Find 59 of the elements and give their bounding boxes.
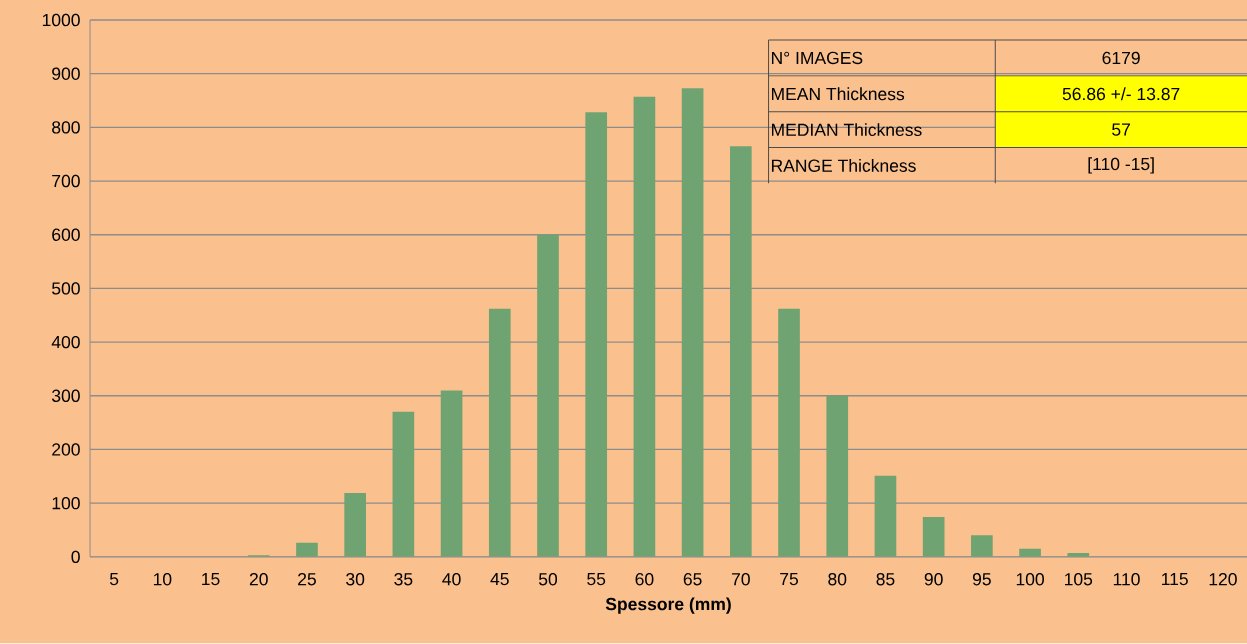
bar — [874, 476, 897, 558]
x-tick-label: 50 — [538, 573, 558, 586]
bar — [440, 390, 463, 558]
annotation: 57 — [1112, 123, 1130, 136]
x-tick-label: 45 — [490, 573, 509, 586]
bar — [488, 309, 511, 558]
x-tick-label: 120 — [1209, 573, 1237, 586]
x-tick-label: 35 — [394, 573, 413, 586]
x-axis-title: Spessore (mm) — [605, 597, 731, 614]
x-tick-label: 20 — [249, 573, 268, 586]
x-tick-label: 10 — [153, 573, 172, 586]
bar — [971, 535, 993, 558]
y-tick-label: 100 — [52, 497, 80, 510]
y-tick-label: 700 — [52, 175, 80, 188]
x-tick-label: 40 — [442, 573, 461, 586]
y-tick-label: 400 — [51, 336, 80, 349]
x-tick-label: 115 — [1162, 573, 1188, 586]
bar — [296, 543, 318, 558]
x-tick-label: 95 — [972, 573, 991, 586]
bar — [681, 88, 704, 558]
annotation: 56.86 +/- 13.87 — [1062, 87, 1180, 101]
x-tick-label: 85 — [876, 573, 895, 586]
bar — [633, 97, 656, 558]
x-tick-label: 60 — [635, 573, 654, 586]
bar — [585, 112, 608, 558]
bar — [392, 412, 415, 558]
annotation: MEDIAN Thickness — [771, 123, 922, 137]
bar — [922, 517, 945, 558]
x-tick-label: 30 — [346, 573, 365, 586]
x-tick-label: 15 — [202, 573, 220, 586]
x-tick-label: 5 — [109, 573, 119, 586]
x-tick-label: 65 — [683, 573, 702, 586]
y-tick-label: 1000 — [42, 14, 80, 27]
x-tick-label: 80 — [828, 573, 847, 586]
y-tick-label: 0 — [71, 550, 80, 564]
bar — [778, 309, 800, 558]
bar — [537, 234, 559, 558]
annotation: N° IMAGES — [771, 51, 863, 65]
bar — [344, 493, 366, 558]
y-tick-label: 600 — [52, 228, 80, 242]
x-tick-label: 105 — [1065, 573, 1093, 586]
x-tick-label: 55 — [587, 573, 606, 586]
y-tick-label: 200 — [52, 443, 80, 456]
annotation: RANGE Thickness — [771, 159, 916, 173]
x-tick-label: 90 — [924, 573, 943, 586]
bar — [729, 146, 752, 558]
x-tick-label: 75 — [780, 573, 799, 586]
annotation: 6179 — [1102, 51, 1140, 65]
y-tick-label: 900 — [52, 67, 80, 81]
annotation: MEAN Thickness — [771, 87, 905, 101]
x-tick-label: 25 — [298, 573, 316, 586]
y-tick-label: 800 — [52, 121, 80, 134]
annotation: [110 -15] — [1088, 157, 1154, 174]
y-tick-label: 300 — [51, 389, 80, 403]
x-tick-label: 100 — [1016, 573, 1044, 586]
bar — [826, 396, 849, 558]
x-tick-label: 110 — [1113, 573, 1140, 586]
x-tick-label: 70 — [731, 573, 750, 586]
y-tick-label: 500 — [52, 282, 80, 295]
